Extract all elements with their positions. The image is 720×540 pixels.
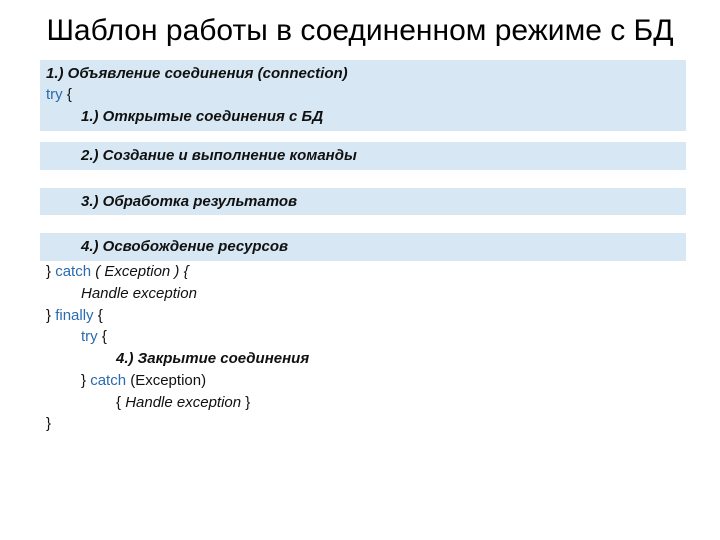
try-line: try { <box>46 84 680 106</box>
step-band-3: 3.) Обработка результатов <box>40 188 686 216</box>
inner-close-brace: } <box>81 372 90 389</box>
handle-exception-1: Handle exception <box>46 283 680 305</box>
step-2-command: 2.) Создание и выполнение команды <box>46 145 680 167</box>
close-brace-1: } <box>46 263 55 280</box>
step-1b-open: 1.) Открытые соединения с БД <box>46 106 680 128</box>
code-tail: } catch ( Exception ) { Handle exception… <box>40 261 686 435</box>
step-band-1: 1.) Объявление соединения (connection) t… <box>40 60 686 131</box>
inner-try-line: try { <box>46 326 680 348</box>
catch-params: ( Exception ) { <box>91 263 189 280</box>
handle-exception-2-line: { Handle exception } <box>46 392 680 414</box>
keyword-try-inner: try <box>81 328 98 345</box>
finally-line: } finally { <box>46 305 680 327</box>
step-1-declaration: 1.) Объявление соединения (connection) <box>46 63 680 85</box>
keyword-catch: catch <box>55 263 91 280</box>
inner-catch-line: } catch (Exception) <box>46 370 680 392</box>
end-brace: } <box>46 413 680 435</box>
close-brace-2: } <box>46 307 55 324</box>
inner-catch-params: (Exception) <box>126 372 206 389</box>
keyword-finally: finally <box>55 307 93 324</box>
step-4b-close: 4.) Закрытие соединения <box>46 348 680 370</box>
brace-open: { <box>63 86 72 103</box>
catch-line: } catch ( Exception ) { <box>46 261 680 283</box>
finally-brace: { <box>94 307 103 324</box>
handle-exception-2: Handle exception <box>125 394 245 411</box>
slide: Шаблон работы в соединенном режиме с БД … <box>0 0 720 540</box>
step-band-4: 4.) Освобождение ресурсов <box>40 233 686 261</box>
step-band-2: 2.) Создание и выполнение команды <box>40 142 686 170</box>
step-3-results: 3.) Обработка результатов <box>46 191 680 213</box>
keyword-catch-inner: catch <box>90 372 126 389</box>
handle2-open: { <box>116 394 125 411</box>
inner-try-brace: { <box>98 328 107 345</box>
slide-title: Шаблон работы в соединенном режиме с БД <box>0 12 720 50</box>
slide-content: 1.) Объявление соединения (connection) t… <box>0 60 720 436</box>
step-4-release: 4.) Освобождение ресурсов <box>46 236 680 258</box>
handle2-close: } <box>245 394 250 411</box>
keyword-try: try <box>46 86 63 103</box>
